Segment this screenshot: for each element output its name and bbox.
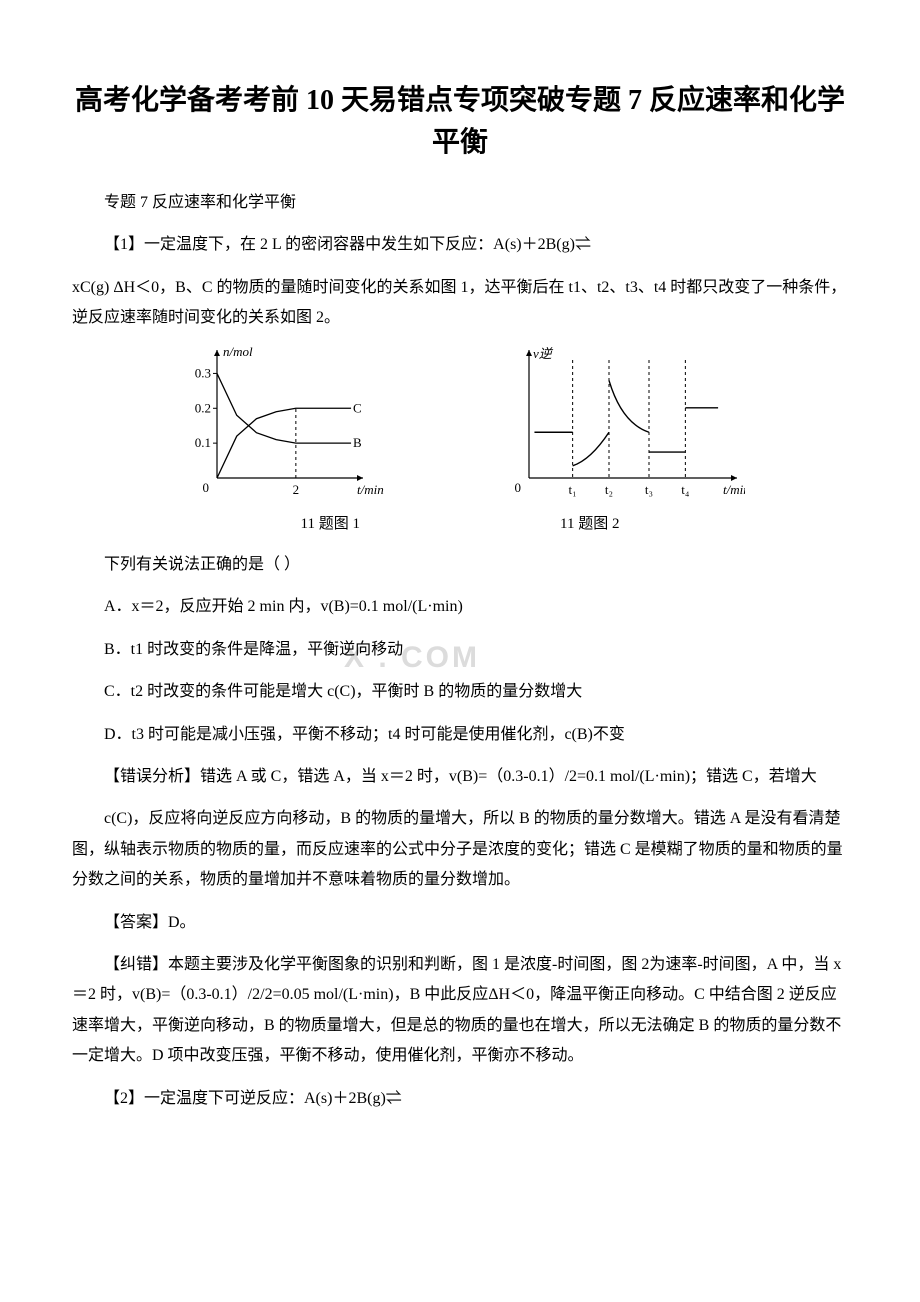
q1-option-a: A．x＝2，反应开始 2 min 内，v(B)=0.1 mol/(L·min) <box>72 592 848 622</box>
svg-text:t/min: t/min <box>723 482 745 497</box>
svg-text:0: 0 <box>203 480 210 495</box>
page-title: 高考化学备考考前 10 天易错点专项突破专题 7 反应速率和化学平衡 <box>72 80 848 164</box>
fig2-caption: 11 题图 2 <box>560 510 619 539</box>
svg-text:0.2: 0.2 <box>195 400 211 415</box>
figure-1: 0.1 0.2 0.3 2 0 t/min n/mol C B <box>175 346 385 506</box>
q1-option-c: C．t2 时改变的条件可能是增大 c(C)，平衡时 B 的物质的量分数增大 <box>72 677 848 707</box>
svg-text:C: C <box>353 400 362 415</box>
figure-2: 0 t/min v逆 t₁ t₂ t₃ t₄ <box>495 346 745 506</box>
caption-row: 11 题图 1 11 题图 2 <box>72 510 848 539</box>
q1-option-b-text: B．t1 时改变的条件是降温，平衡逆向移动 <box>104 641 403 658</box>
svg-text:0: 0 <box>515 480 522 495</box>
q1-error-analysis-2: c(C)，反应将向逆反应方向移动，B 的物质的量增大，所以 B 的物质的量分数增… <box>72 804 848 895</box>
q1-stem: 下列有关说法正确的是（ ） <box>72 550 848 580</box>
fig1-caption: 11 题图 1 <box>301 510 360 539</box>
svg-text:v逆: v逆 <box>533 346 554 361</box>
q1-continuation: xC(g) ΔH＜0，B、C 的物质的量随时间变化的关系如图 1，达平衡后在 t… <box>72 273 848 334</box>
q1-error-analysis-1: 【错误分析】错选 A 或 C，错选 A，当 x＝2 时，v(B)=（0.3-0.… <box>72 762 848 792</box>
svg-text:t₂: t₂ <box>605 482 613 497</box>
svg-text:n/mol: n/mol <box>223 346 253 359</box>
svg-text:t/min: t/min <box>357 482 384 497</box>
svg-text:0.3: 0.3 <box>195 365 211 380</box>
q1-intro: 【1】一定温度下，在 2 L 的密闭容器中发生如下反应：A(s)＋2B(g)⇌ <box>72 230 848 260</box>
q1-correction: 【纠错】本题主要涉及化学平衡图象的识别和判断，图 1 是浓度-时间图，图 2为速… <box>72 950 848 1072</box>
figure-row: 0.1 0.2 0.3 2 0 t/min n/mol C B 0 t/min v逆 t₁ t₂ t₃ t₄ <box>72 346 848 506</box>
svg-text:t₃: t₃ <box>645 482 653 497</box>
q1-answer: 【答案】D。 <box>72 908 848 938</box>
q2-intro: 【2】一定温度下可逆反应：A(s)＋2B(g)⇌ <box>72 1084 848 1114</box>
svg-text:2: 2 <box>293 482 300 497</box>
svg-text:t₁: t₁ <box>569 482 577 497</box>
svg-text:B: B <box>353 435 362 450</box>
svg-text:t₄: t₄ <box>681 482 690 497</box>
q1-option-b: X . COM B．t1 时改变的条件是降温，平衡逆向移动 <box>72 635 848 665</box>
subtitle: 专题 7 反应速率和化学平衡 <box>72 188 848 218</box>
svg-text:0.1: 0.1 <box>195 435 211 450</box>
q1-option-d: D．t3 时可能是减小压强，平衡不移动；t4 时可能是使用催化剂，c(B)不变 <box>72 720 848 750</box>
